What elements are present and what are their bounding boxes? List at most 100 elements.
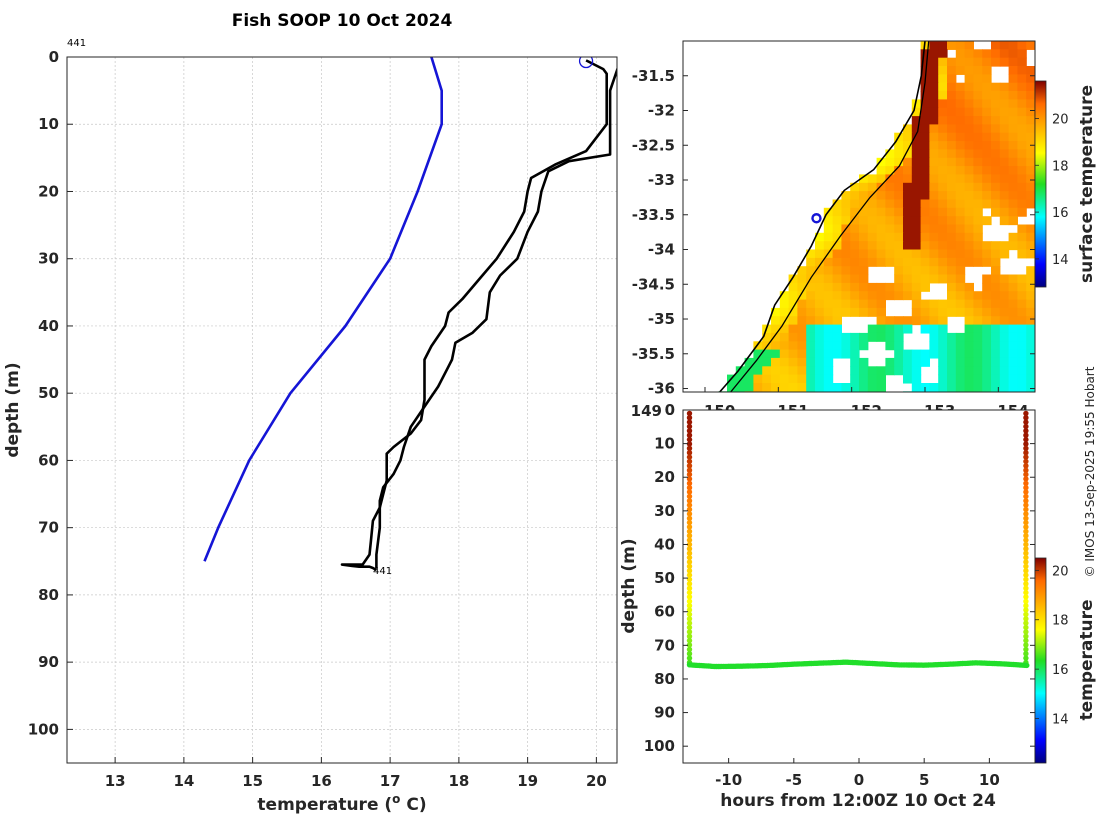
sst-cell	[903, 182, 913, 192]
sst-cell	[991, 332, 1001, 342]
sst-cell	[991, 91, 1001, 100]
sst-cell	[806, 316, 816, 326]
sst-cell	[964, 49, 974, 59]
cast-point	[686, 432, 693, 438]
sst-cell	[894, 199, 904, 209]
sst-cell	[850, 282, 860, 292]
sst-cell	[771, 332, 781, 342]
sst-cell	[1008, 132, 1018, 142]
sst-cell	[955, 149, 966, 159]
sst-cell	[1026, 383, 1035, 392]
sst-cell	[841, 282, 851, 292]
sst-cell	[947, 124, 957, 134]
section-y-tick-label: 20	[654, 468, 675, 486]
sst-cell	[1008, 57, 1018, 67]
sst-cell	[929, 66, 939, 75]
sst-cell	[903, 232, 913, 242]
sst-cell	[999, 282, 1010, 292]
sst-cell	[876, 157, 886, 167]
sst-cell	[806, 366, 816, 376]
sst-cell	[823, 391, 834, 392]
sst-cell	[771, 374, 781, 384]
sst-cell	[947, 57, 957, 67]
sst-cell	[929, 91, 939, 100]
sst-cell	[850, 291, 860, 301]
sst-cell	[999, 82, 1010, 92]
map-y-tick-label: -36	[648, 380, 675, 398]
sst-cell	[735, 383, 746, 392]
sst-cell	[885, 166, 895, 176]
y-tick-label: 60	[38, 451, 59, 469]
sst-cell	[771, 383, 781, 392]
sst-cell	[832, 307, 842, 317]
sst-cell	[823, 274, 834, 284]
sst-cell	[1017, 157, 1027, 167]
sst-cell	[1026, 366, 1035, 376]
sst-cell	[876, 257, 886, 267]
sst-cell	[832, 232, 842, 242]
cast-point	[686, 467, 693, 473]
section-y-tick-label: 90	[654, 704, 675, 722]
cast-point	[686, 611, 693, 618]
cast-point	[686, 572, 693, 578]
sst-cell	[876, 191, 886, 201]
sst-cell	[744, 391, 754, 392]
sst-cell	[744, 366, 754, 376]
y-tick-label: 0	[49, 48, 59, 66]
section-cb-tick-label: 18	[1052, 614, 1069, 629]
sst-cell	[999, 307, 1010, 317]
section-x-tick-label: -10	[715, 771, 742, 789]
cast-point	[686, 471, 693, 478]
sst-cell	[920, 157, 930, 167]
sst-cell	[947, 391, 957, 392]
cast-point	[686, 506, 693, 513]
sst-cell	[911, 107, 922, 117]
sst-cell	[823, 224, 834, 234]
sst-cell	[982, 374, 992, 384]
sst-cell	[1017, 116, 1027, 126]
sst-cell	[938, 249, 948, 259]
sst-cell	[1017, 41, 1027, 50]
sst-cell	[938, 266, 948, 276]
sst-cell	[911, 191, 922, 201]
y-tick-label: 10	[38, 115, 59, 133]
profile-series	[203, 57, 617, 572]
sst-cell	[938, 316, 948, 326]
map-y-tick-label: -35.5	[632, 345, 675, 363]
cast-point	[686, 576, 693, 583]
section-colorbar-ticks: 14 16 18 20	[1035, 564, 1069, 728]
cast-point	[686, 445, 693, 451]
sst-cell	[815, 274, 825, 284]
sst-cell	[1017, 232, 1027, 242]
sst-cell	[982, 357, 992, 367]
sst-cell	[999, 216, 1010, 226]
sst-cell	[991, 241, 1001, 251]
sst-cell	[929, 324, 939, 334]
sst-cell	[973, 299, 983, 309]
sst-cell	[850, 307, 860, 317]
y-tick-label: 40	[38, 317, 59, 335]
sst-cell	[850, 232, 860, 242]
sst-cell	[920, 349, 930, 359]
sst-cell	[964, 157, 974, 167]
sst-cell	[1017, 249, 1027, 259]
sst-cell	[999, 274, 1010, 284]
sst-cell	[876, 391, 886, 392]
sst-cell	[929, 216, 939, 226]
sst-cell	[1026, 316, 1035, 326]
sst-cell	[1026, 299, 1035, 309]
sst-cell	[1008, 41, 1018, 50]
cast-point	[686, 515, 693, 521]
sst-cell	[955, 266, 966, 276]
sst-cell	[938, 357, 948, 367]
sst-cell	[929, 299, 939, 309]
sst-cell	[982, 91, 992, 100]
sst-cell	[1026, 74, 1035, 84]
cast-point	[686, 428, 693, 434]
sst-cell	[771, 349, 781, 359]
sst-cell	[973, 124, 983, 134]
sst-cell	[920, 207, 930, 217]
sst-cell	[964, 332, 974, 342]
sst-cell	[876, 207, 886, 217]
sst-cell	[1026, 99, 1035, 109]
